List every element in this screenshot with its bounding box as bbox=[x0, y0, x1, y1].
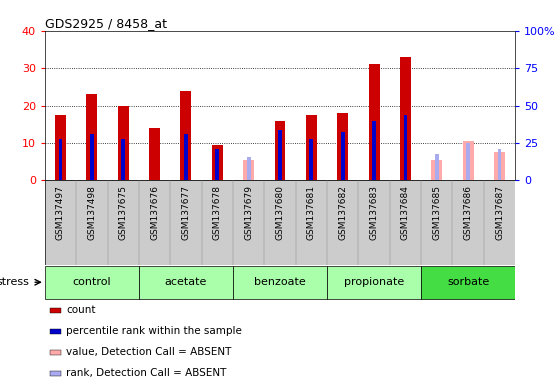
Text: GSM137679: GSM137679 bbox=[244, 185, 253, 240]
Text: GSM137676: GSM137676 bbox=[150, 185, 159, 240]
Text: GSM137677: GSM137677 bbox=[181, 185, 190, 240]
Bar bbox=[327, 266, 421, 299]
Bar bbox=[49, 329, 61, 334]
Bar bbox=[466, 143, 470, 180]
Bar bbox=[216, 149, 219, 180]
Text: GDS2925 / 8458_at: GDS2925 / 8458_at bbox=[45, 17, 167, 30]
Bar bbox=[45, 266, 139, 299]
Bar bbox=[278, 130, 282, 180]
Bar bbox=[212, 145, 223, 180]
Text: GSM137683: GSM137683 bbox=[370, 185, 379, 240]
Bar bbox=[118, 106, 129, 180]
Text: GSM137675: GSM137675 bbox=[119, 185, 128, 240]
Text: count: count bbox=[66, 305, 95, 315]
Bar bbox=[404, 115, 407, 180]
Bar bbox=[55, 115, 66, 180]
Bar bbox=[86, 94, 97, 180]
Text: GSM137681: GSM137681 bbox=[307, 185, 316, 240]
Bar bbox=[49, 371, 61, 376]
Text: value, Detection Call = ABSENT: value, Detection Call = ABSENT bbox=[66, 347, 231, 358]
Bar bbox=[122, 139, 125, 180]
Text: acetate: acetate bbox=[165, 277, 207, 287]
Bar bbox=[372, 121, 376, 180]
Bar bbox=[233, 266, 327, 299]
Text: GSM137498: GSM137498 bbox=[87, 185, 96, 240]
Text: GSM137687: GSM137687 bbox=[495, 185, 504, 240]
Text: propionate: propionate bbox=[344, 277, 404, 287]
Bar bbox=[90, 134, 94, 180]
Text: GSM137685: GSM137685 bbox=[432, 185, 441, 240]
Bar bbox=[421, 266, 515, 299]
Bar bbox=[149, 128, 160, 180]
Text: GSM137682: GSM137682 bbox=[338, 185, 347, 240]
Text: control: control bbox=[73, 277, 111, 287]
Bar bbox=[435, 154, 438, 180]
Text: GSM137686: GSM137686 bbox=[464, 185, 473, 240]
Bar bbox=[184, 134, 188, 180]
Bar bbox=[494, 152, 505, 180]
Bar bbox=[306, 115, 317, 180]
Bar bbox=[274, 121, 286, 180]
Text: stress: stress bbox=[0, 277, 29, 287]
Bar bbox=[243, 160, 254, 180]
Bar bbox=[341, 132, 344, 180]
Bar bbox=[337, 113, 348, 180]
Bar bbox=[49, 350, 61, 355]
Bar bbox=[59, 139, 62, 180]
Text: benzoate: benzoate bbox=[254, 277, 306, 287]
Bar bbox=[247, 157, 250, 180]
Bar bbox=[139, 266, 233, 299]
Text: sorbate: sorbate bbox=[447, 277, 489, 287]
Text: GSM137497: GSM137497 bbox=[56, 185, 65, 240]
Text: GSM137684: GSM137684 bbox=[401, 185, 410, 240]
Bar bbox=[431, 160, 442, 180]
Bar bbox=[310, 139, 313, 180]
Text: percentile rank within the sample: percentile rank within the sample bbox=[66, 326, 242, 336]
Text: GSM137678: GSM137678 bbox=[213, 185, 222, 240]
Bar bbox=[45, 180, 515, 265]
Bar bbox=[49, 308, 61, 313]
Text: rank, Detection Call = ABSENT: rank, Detection Call = ABSENT bbox=[66, 368, 226, 379]
Bar bbox=[463, 141, 474, 180]
Bar bbox=[180, 91, 192, 180]
Bar bbox=[400, 57, 411, 180]
Bar bbox=[498, 149, 501, 180]
Text: GSM137680: GSM137680 bbox=[276, 185, 284, 240]
Bar bbox=[368, 65, 380, 180]
